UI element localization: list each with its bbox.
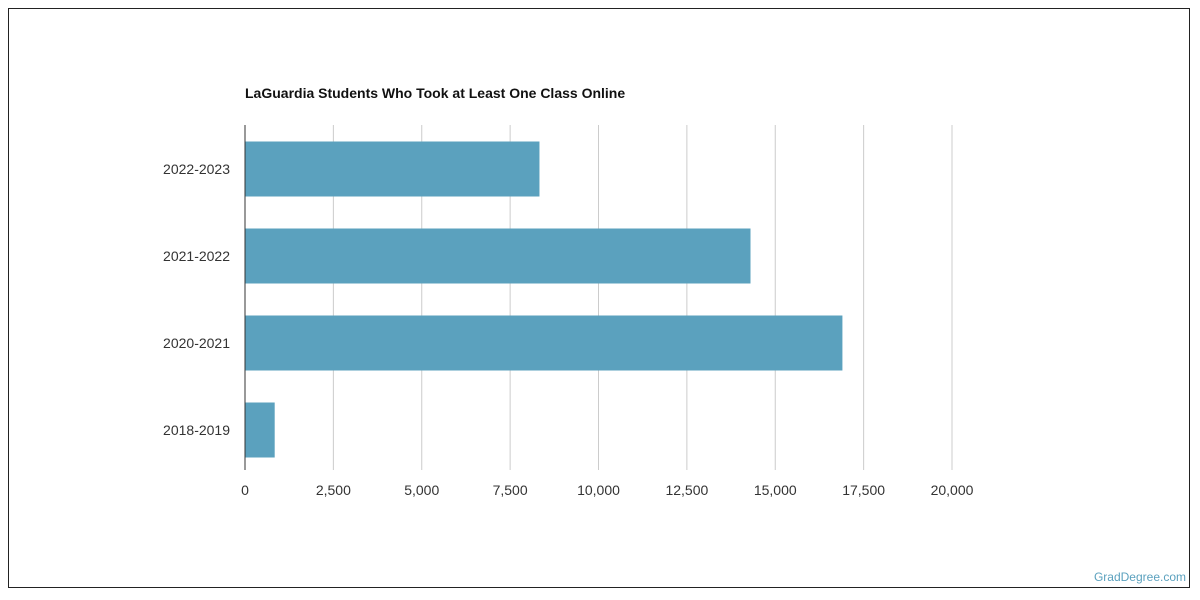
- x-tick-label: 15,000: [754, 482, 797, 498]
- x-tick-label: 20,000: [931, 482, 974, 498]
- x-tick-label: 10,000: [577, 482, 620, 498]
- bar: [245, 402, 275, 458]
- y-tick-label: 2018-2019: [163, 422, 230, 438]
- bars: [245, 141, 843, 458]
- y-tick-label: 2020-2021: [163, 335, 230, 351]
- x-tick-label: 12,500: [665, 482, 708, 498]
- chart-title: LaGuardia Students Who Took at Least One…: [245, 85, 626, 101]
- bar: [245, 315, 843, 371]
- bar: [245, 141, 540, 197]
- gridlines: [332, 125, 953, 470]
- x-tick-label: 17,500: [842, 482, 885, 498]
- x-tick-label: 5,000: [404, 482, 439, 498]
- y-tick-label: 2022-2023: [163, 161, 230, 177]
- y-tick-labels: 2022-2023 2021-2022 2020-2021 2018-2019: [163, 161, 230, 438]
- watermark-text: GradDegree.com: [1093, 570, 1186, 584]
- x-tick-label: 2,500: [316, 482, 351, 498]
- x-tick-label: 0: [241, 482, 249, 498]
- y-tick-label: 2021-2022: [163, 248, 230, 264]
- x-tick-labels: 0 2,500 5,000 7,500 10,000 12,500 15,000 17,500…: [241, 482, 974, 498]
- x-tick-label: 7,500: [493, 482, 528, 498]
- bar: [245, 228, 751, 284]
